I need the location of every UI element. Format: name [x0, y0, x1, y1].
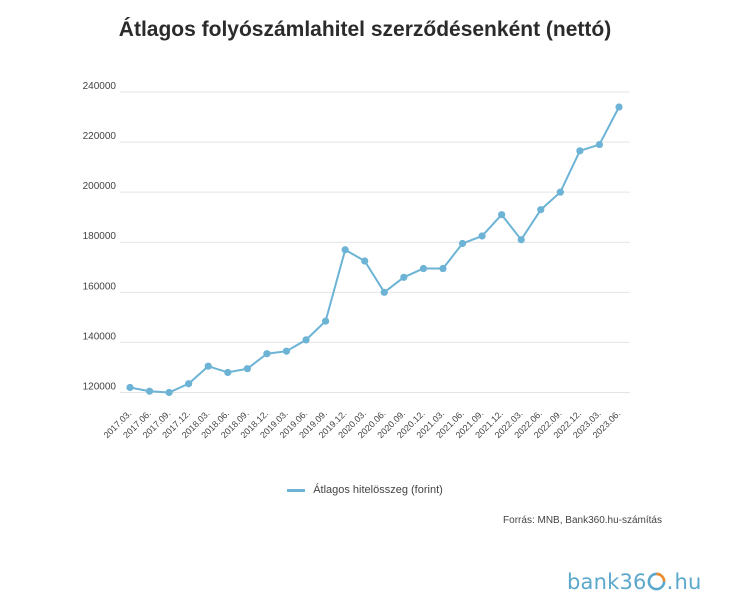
data-point [556, 188, 564, 196]
data-point [576, 147, 584, 155]
legend-swatch [287, 488, 306, 492]
data-point [322, 317, 330, 325]
data-point [380, 288, 388, 296]
legend: Átlagos hitelösszeg (forint) [0, 484, 730, 496]
data-point [263, 350, 271, 358]
data-point [204, 362, 212, 370]
y-tick-label: 180000 [83, 231, 117, 242]
data-point [224, 368, 232, 377]
data-point [615, 103, 623, 111]
y-tick-label: 140000 [83, 331, 117, 342]
data-point [595, 140, 604, 149]
data-point [419, 264, 427, 273]
data-point [185, 380, 193, 388]
grid-layer [120, 91, 630, 393]
logo-prefix: bank36 [567, 570, 647, 594]
logo-suffix: hu [674, 570, 702, 594]
y-tick-label: 240000 [83, 81, 117, 92]
data-point [145, 387, 154, 395]
data-points [126, 103, 623, 397]
logo-zero-icon [647, 572, 665, 591]
data-point [400, 273, 408, 281]
logo-dot: . [666, 570, 674, 594]
data-point [302, 336, 310, 344]
data-point [478, 232, 486, 240]
y-tick-label: 120000 [83, 381, 117, 392]
data-point [458, 239, 467, 248]
y-axis-ticks: 120000 140000 160000 180000 200000 220000 2400… [83, 81, 117, 392]
data-point [537, 206, 545, 214]
data-point [165, 388, 173, 397]
data-point [361, 257, 369, 265]
legend-label: Átlagos hitelösszeg (forint) [313, 484, 443, 496]
y-tick-label: 160000 [83, 281, 117, 292]
bank360-logo: bank36 .hu [567, 570, 702, 594]
data-point [517, 236, 525, 244]
data-point [341, 246, 349, 254]
y-tick-label: 220000 [83, 131, 117, 142]
data-point [126, 383, 134, 392]
data-point [439, 264, 447, 273]
line-chart: 120000 140000 160000 180000 200000 220000 2400… [83, 81, 630, 440]
x-axis-ticks: 2017.03.2017.06.2017.09.2017.12.2018.03.… [102, 408, 623, 440]
data-point [498, 211, 506, 219]
source-note: Forrás: MNB, Bank360.hu-számítás [503, 515, 662, 526]
y-tick-label: 200000 [83, 181, 117, 192]
chart-title: Átlagos folyószámlahitel szerződésenként… [118, 18, 612, 41]
data-point [243, 365, 251, 373]
data-point [282, 347, 291, 355]
series-line [129, 106, 620, 394]
